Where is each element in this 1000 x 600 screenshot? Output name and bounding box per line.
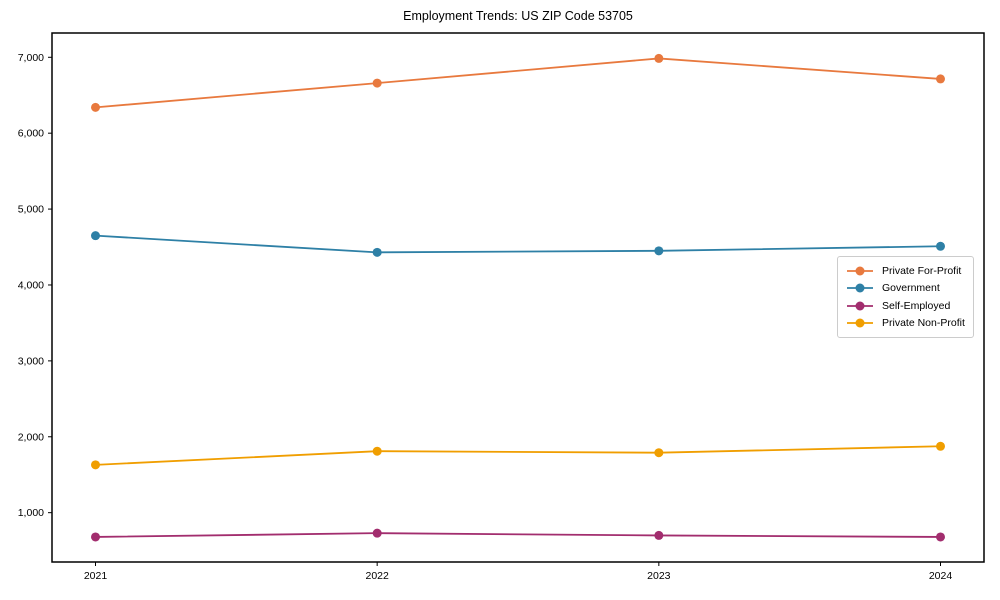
data-point-private-for-profit-2021 — [91, 102, 100, 112]
legend-label: Self-Employed — [882, 299, 951, 312]
legend-marker-icon — [847, 301, 873, 310]
data-point-private-non-profit-2021 — [91, 460, 100, 470]
data-point-self-employed-2021 — [91, 532, 100, 542]
y-tick-label: 3,000 — [18, 355, 44, 367]
y-tick-label: 4,000 — [18, 279, 44, 291]
legend-item-government: Government — [846, 281, 965, 295]
legend-item-self-employed: Self-Employed — [846, 299, 965, 313]
y-tick-label: 2,000 — [18, 431, 44, 443]
data-point-government-2022 — [372, 247, 382, 257]
legend-label: Government — [882, 282, 940, 294]
data-point-self-employed-2024 — [936, 532, 945, 542]
y-tick-label: 7,000 — [18, 52, 44, 64]
series-line-private-non-profit — [94, 445, 942, 466]
legend-item-private-for-profit: Private For-Profit — [846, 264, 965, 278]
legend-marker-icon — [847, 283, 873, 293]
data-point-private-non-profit-2023 — [654, 448, 664, 458]
x-tick-label: 2023 — [647, 570, 671, 582]
data-point-self-employed-2022 — [372, 528, 382, 538]
data-point-private-for-profit-2024 — [936, 74, 945, 84]
x-tick-label: 2024 — [929, 570, 953, 582]
legend-label: Private For-Profit — [882, 264, 962, 277]
data-point-private-for-profit-2022 — [372, 78, 382, 88]
data-point-private-for-profit-2023 — [654, 53, 664, 63]
axes-frame — [51, 32, 985, 563]
legend-marker-icon — [847, 266, 873, 275]
data-point-government-2024 — [936, 241, 945, 251]
legend-item-private-non-profit: Private Non-Profit — [846, 316, 965, 330]
chart-title: Employment Trends: US ZIP Code 53705 — [403, 9, 633, 23]
series-line-self-employed — [94, 532, 942, 538]
data-point-government-2021 — [91, 231, 100, 241]
data-point-private-non-profit-2022 — [372, 446, 382, 456]
legend-label: Private Non-Profit — [882, 317, 965, 329]
series-line-government — [94, 234, 942, 254]
legend: Private For-Profit Government Self-Employe… — [837, 256, 974, 338]
y-tick-label: 6,000 — [18, 128, 44, 140]
y-tick-label: 5,000 — [18, 204, 44, 216]
legend-marker-icon — [847, 318, 873, 328]
x-tick-label: 2021 — [84, 570, 108, 582]
x-tick-label: 2022 — [365, 570, 389, 582]
y-tick-label: 1,000 — [18, 507, 44, 519]
series-line-private-for-profit — [94, 57, 942, 109]
data-point-self-employed-2023 — [654, 530, 664, 540]
data-point-government-2023 — [654, 246, 664, 256]
data-point-private-non-profit-2024 — [936, 441, 945, 451]
